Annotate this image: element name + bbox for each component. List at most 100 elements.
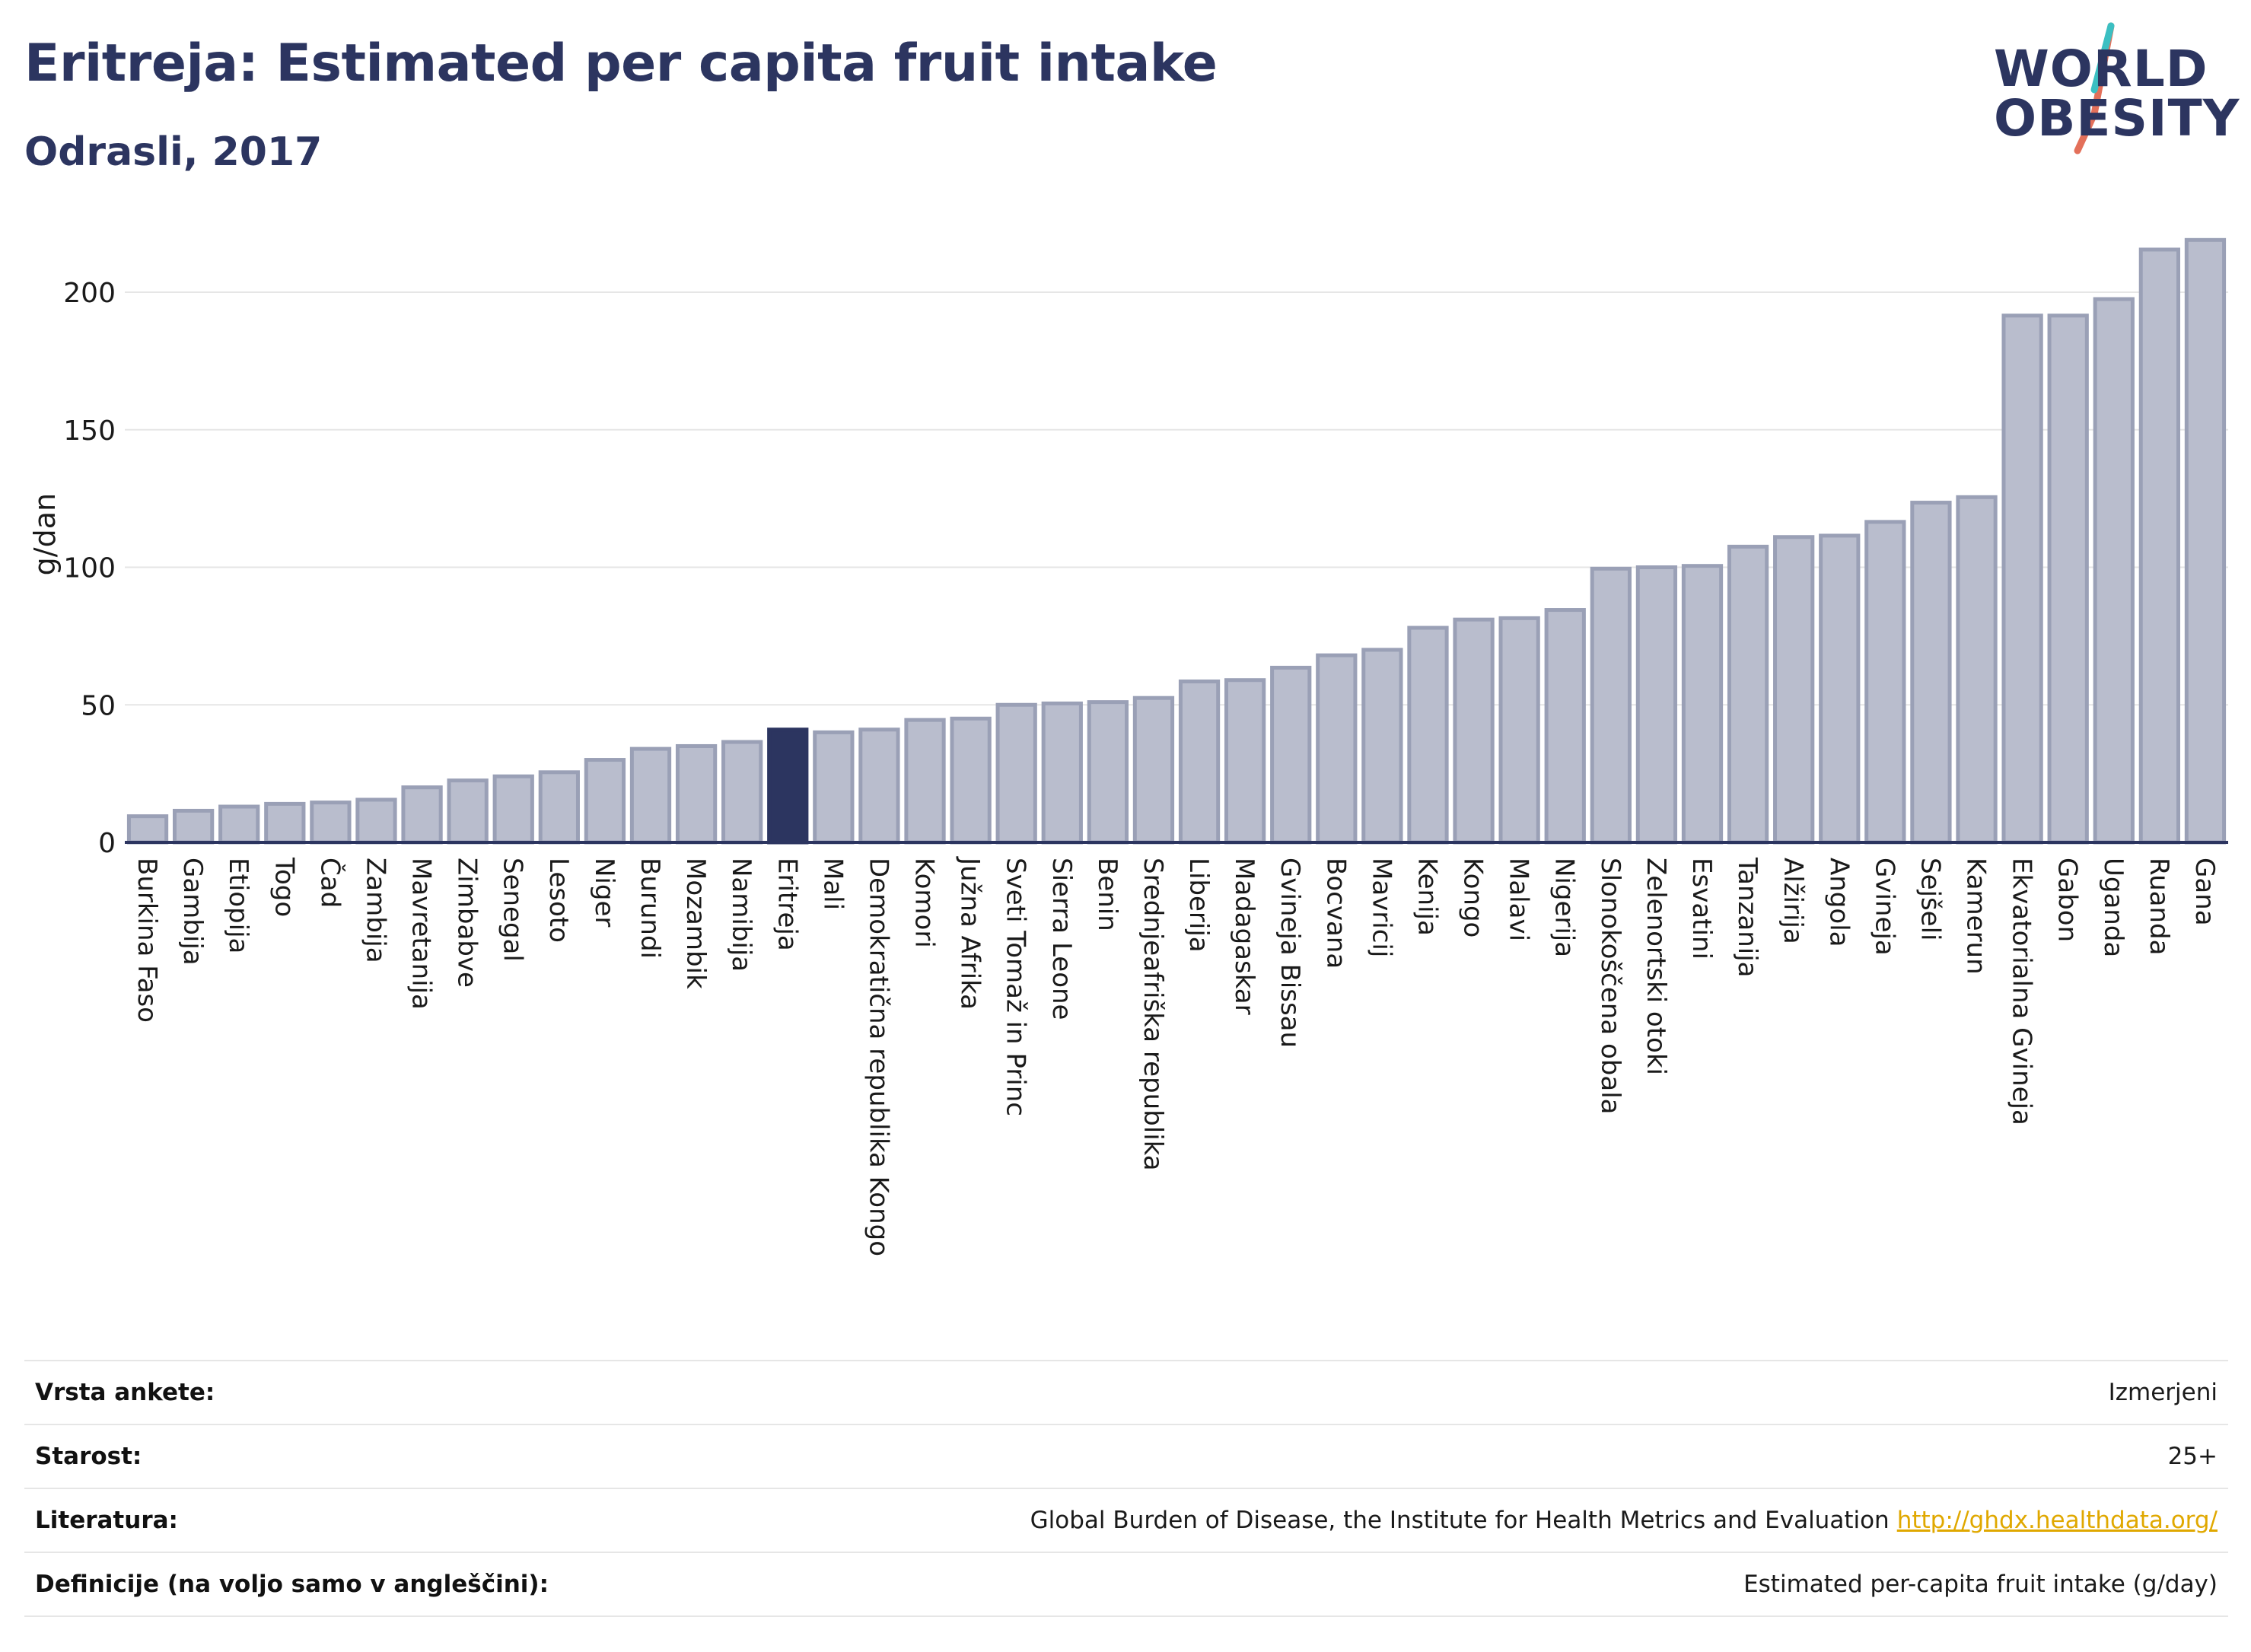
y-tick-label: 150 (63, 415, 116, 447)
bar (1910, 501, 1952, 845)
x-tick-label: Gabon (2052, 858, 2083, 942)
x-tick-label: Zimbabve (452, 858, 482, 988)
x-tick-label: Angola (1823, 858, 1854, 947)
meta-value: Global Burden of Disease, the Institute … (1030, 1507, 1890, 1534)
x-tick-label: Čad (314, 858, 345, 908)
meta-value-group: Global Burden of Disease, the Institute … (1030, 1507, 2218, 1534)
y-tick-label: 200 (63, 278, 116, 309)
bar (2184, 237, 2227, 845)
bar (995, 702, 1037, 845)
bar (584, 758, 626, 845)
x-tick-label: Mavretanija (406, 858, 437, 1010)
metadata-table: Vrsta ankete: Izmerjeni Starost: 25+ Lit… (24, 1360, 2228, 1617)
bar (629, 746, 672, 845)
chart-title: Eritreja: Estimated per capita fruit int… (24, 33, 1218, 94)
x-tick-label: Etiopija (223, 858, 253, 953)
bar (264, 801, 306, 845)
bar (950, 716, 992, 845)
bar-chart: 0 50 100 150 200 g/dan Burkina Faso Gambija Etio… (28, 237, 2228, 1256)
x-tick-label: Burundi (635, 858, 665, 959)
bar (218, 804, 260, 845)
x-tick-label: Kongo (1458, 858, 1488, 937)
bar (1453, 617, 1495, 845)
bar (675, 743, 718, 845)
meta-label: Definicije (na voljo samo v angleščini): (35, 1571, 549, 1598)
bar (1544, 608, 1586, 845)
bar (721, 740, 763, 845)
bar (904, 718, 946, 845)
x-tick-label: Komori (909, 858, 940, 948)
x-tick-label: Zambija (360, 858, 390, 963)
x-tick-label: Mavricij (1366, 858, 1396, 957)
x-tick-label: Togo (269, 857, 299, 917)
bar (1087, 700, 1129, 845)
bar (538, 770, 580, 845)
y-axis-label: g/dan (28, 493, 62, 575)
meta-value: 25+ (2167, 1443, 2218, 1470)
bar (1270, 665, 1312, 845)
bar (1727, 544, 1769, 845)
x-tick-label: Srednjeafriška republika (1138, 858, 1168, 1171)
x-tick-label: Liberija (1183, 858, 1214, 953)
meta-label: Literatura: (35, 1507, 178, 1534)
x-tick-label: Gvineja Bissau (1275, 858, 1305, 1048)
x-tick-label: Kamerun (1961, 858, 1992, 975)
meta-label: Starost: (35, 1443, 142, 1470)
y-tick-label: 100 (63, 553, 116, 584)
x-tick-label: Sierra Leone (1046, 858, 1077, 1020)
logo-word-world: WORLD (1994, 40, 2208, 98)
bar (1224, 678, 1266, 845)
bar (1316, 653, 1358, 845)
x-tick-label: Gambija (177, 858, 208, 966)
bar (2093, 297, 2135, 845)
source-link[interactable]: http://ghdx.healthdata.org/ (1896, 1507, 2218, 1534)
bar (2001, 314, 2043, 845)
meta-label: Vrsta ankete: (35, 1379, 215, 1406)
bar (447, 778, 489, 845)
bar (1361, 648, 1403, 845)
bar (1956, 495, 1998, 845)
meta-row-literature: Literatura: Global Burden of Disease, th… (24, 1488, 2228, 1552)
x-tick-label: Ruanda (2144, 858, 2174, 955)
x-tick-label: Slonokoščena obala (1595, 858, 1625, 1114)
x-tick-label: Južna Afrika (955, 856, 985, 1010)
bar (355, 797, 397, 845)
x-tick-label: Bocvana (1320, 858, 1351, 969)
x-tick-label: Mozambik (680, 858, 711, 989)
world-obesity-logo[interactable]: WORLD OBESITY (1979, 21, 2239, 166)
x-tick-label: Gvineja (1869, 858, 1899, 956)
meta-row-survey-type: Vrsta ankete: Izmerjeni (24, 1360, 2228, 1424)
bar (2047, 314, 2089, 845)
x-tick-label: Zelenortski otoki (1641, 858, 1671, 1075)
x-tick-label: Sveti Tomaž in Princ (1001, 858, 1031, 1116)
x-tick-label: Namibija (726, 858, 756, 972)
x-tick-label: Ekvatorialna Gvineja (2007, 858, 2037, 1125)
x-tick-label: Benin (1092, 858, 1122, 931)
x-tick-label: Kenija (1412, 858, 1442, 936)
bar (858, 727, 900, 845)
x-tick-label: Mali (817, 858, 848, 910)
bar (492, 774, 534, 845)
chart-subtitle: Odrasli, 2017 (24, 129, 323, 175)
x-tick-label: Demokratična republika Kongo (863, 858, 893, 1256)
bar (1407, 625, 1449, 845)
x-tick-label: Tanzanija (1732, 857, 1762, 977)
bar (401, 785, 443, 845)
meta-row-definition: Definicije (na voljo samo v angleščini):… (24, 1552, 2228, 1617)
x-tick-label: Burkina Faso (132, 858, 162, 1023)
x-tick-label: Lesoto (543, 858, 574, 943)
bar (310, 801, 352, 845)
bar (1590, 566, 1632, 845)
bar (767, 727, 809, 845)
y-tick-label: 50 (81, 690, 116, 721)
bar (126, 814, 169, 845)
bar (1864, 520, 1906, 845)
x-tick-label: Malavi (1504, 858, 1534, 941)
meta-row-age: Starost: 25+ (24, 1424, 2228, 1488)
bar (1498, 616, 1540, 845)
bar (1041, 701, 1083, 845)
meta-value: Estimated per-capita fruit intake (g/day… (1743, 1571, 2218, 1598)
bar (1635, 565, 1678, 845)
y-tick-label: 0 (98, 828, 116, 859)
logo-slash-icon (2074, 22, 2115, 154)
